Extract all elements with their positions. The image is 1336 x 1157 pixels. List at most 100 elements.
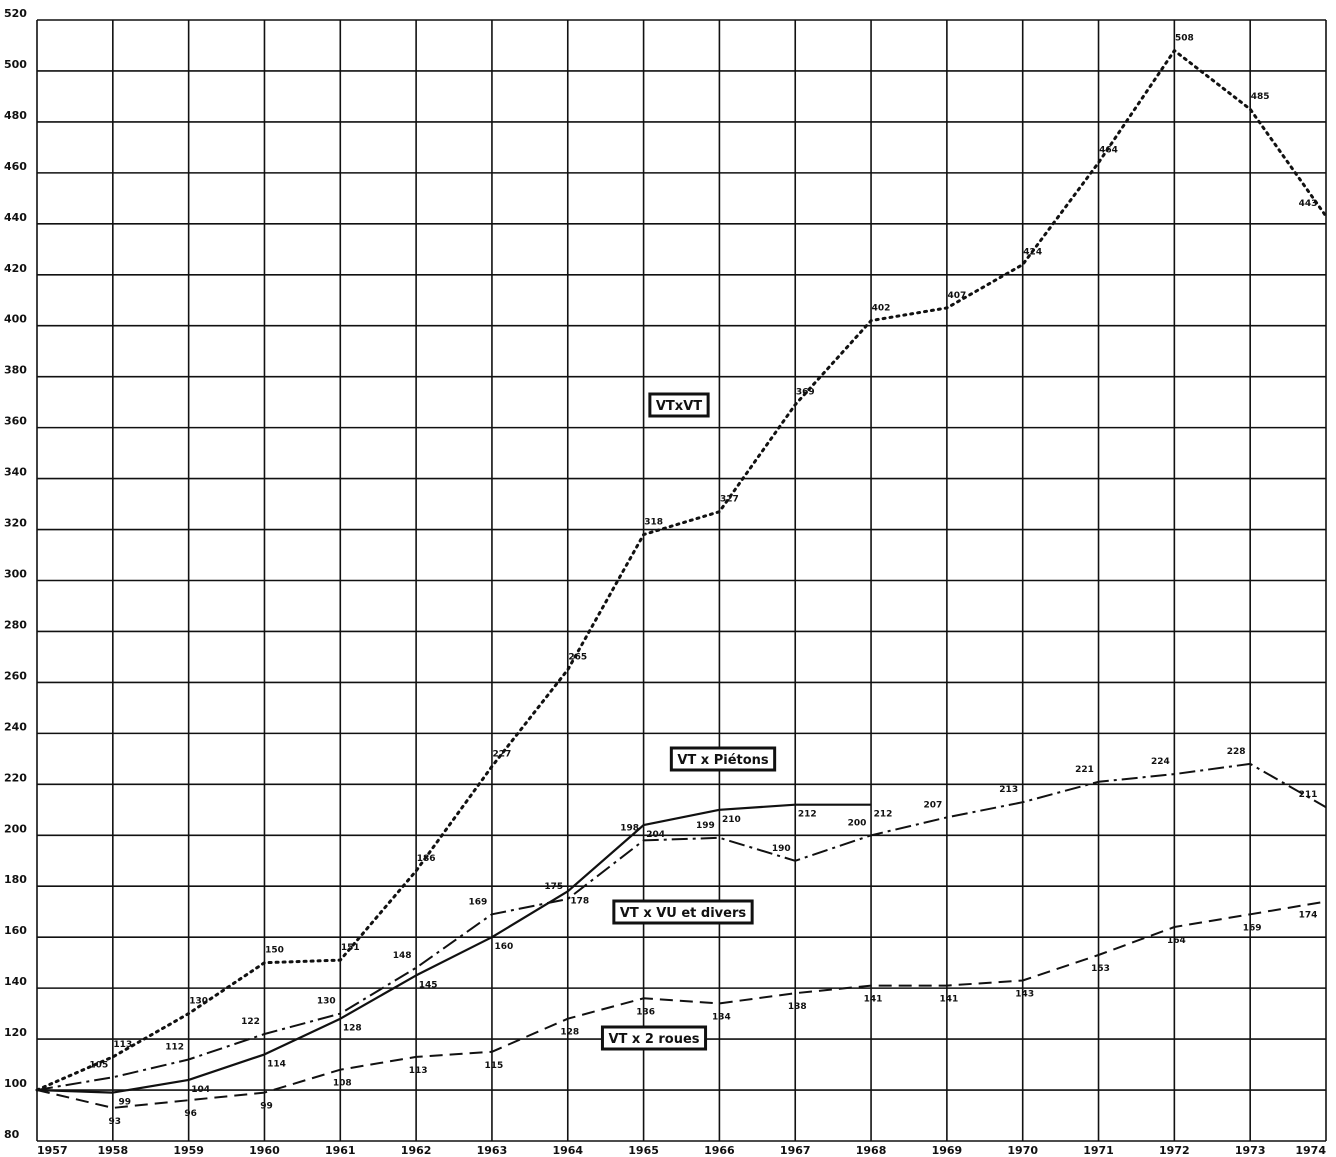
- data-label: 141: [939, 995, 958, 1005]
- data-label: 174: [1299, 911, 1318, 921]
- data-label: 160: [495, 942, 514, 952]
- data-label: 128: [560, 1028, 579, 1038]
- data-label: 186: [417, 854, 436, 864]
- y-tick-label: 140: [4, 975, 27, 988]
- x-tick-label: 1963: [477, 1144, 508, 1157]
- data-label: 207: [923, 800, 942, 810]
- y-tick-label: 200: [4, 822, 27, 835]
- x-tick-label: 1959: [173, 1144, 204, 1157]
- data-labels: 113 130 150 151 186 227 265 318 327 369 402 407 424 4…: [89, 34, 1317, 1127]
- data-label: 369: [796, 388, 815, 398]
- x-tick-label: 1974: [1295, 1144, 1326, 1157]
- data-label: 99: [119, 1098, 132, 1108]
- y-tick-label: 80: [4, 1128, 20, 1141]
- series-name-frame: [669, 746, 777, 772]
- x-tick-label: 1965: [628, 1144, 659, 1157]
- data-label: 213: [999, 785, 1018, 795]
- y-tick-label: 340: [4, 466, 27, 479]
- series-name-frame: [600, 1025, 708, 1051]
- x-tick-label: 1962: [401, 1144, 432, 1157]
- data-label: 143: [1015, 989, 1034, 999]
- y-tick-label: 220: [4, 771, 27, 784]
- data-label: 130: [189, 997, 208, 1007]
- data-label: 122: [241, 1017, 260, 1027]
- series-name-box: VT x Piétons: [669, 746, 777, 772]
- data-label: 134: [712, 1012, 731, 1022]
- data-label: 464: [1099, 146, 1118, 156]
- y-tick-label: 300: [4, 568, 27, 581]
- data-label: 130: [317, 997, 336, 1007]
- x-tick-label: 1973: [1235, 1144, 1266, 1157]
- data-label: 128: [343, 1024, 362, 1034]
- series-line-3: [36, 803, 872, 1094]
- x-tick-label: 1967: [780, 1144, 811, 1157]
- series-line-1: [35, 49, 1328, 1092]
- data-label: 265: [568, 653, 587, 663]
- x-tick-label: 1966: [704, 1144, 735, 1157]
- y-tick-label: 400: [4, 313, 27, 326]
- data-label: 212: [798, 810, 817, 820]
- y-tick-label: 380: [4, 364, 27, 377]
- data-label: 138: [788, 1002, 807, 1012]
- x-tick-label: 1960: [249, 1144, 280, 1157]
- data-label: 169: [469, 897, 488, 907]
- x-tick-label: 1964: [552, 1144, 583, 1157]
- data-label: 200: [848, 818, 867, 828]
- series-name-label: VTxVT: [656, 399, 702, 414]
- data-label: 93: [109, 1117, 122, 1127]
- data-label: 204: [646, 830, 665, 840]
- series-name-label: VT x VU et divers: [620, 906, 747, 921]
- data-label: 104: [191, 1085, 210, 1095]
- data-label: 327: [720, 495, 739, 505]
- series-name-frame: [648, 392, 710, 418]
- data-label: 508: [1175, 34, 1194, 44]
- data-label: 96: [184, 1109, 197, 1119]
- data-label: 113: [409, 1066, 428, 1076]
- series-line-4: [36, 900, 1327, 1109]
- x-tick-label: 1972: [1159, 1144, 1190, 1157]
- y-tick-label: 280: [4, 618, 27, 631]
- data-label: 153: [1091, 964, 1110, 974]
- x-tick-label: 1968: [856, 1144, 887, 1157]
- data-label: 151: [341, 943, 360, 953]
- y-tick-label: 180: [4, 873, 27, 886]
- data-label: 402: [872, 304, 891, 314]
- x-tick-label: 1961: [325, 1144, 356, 1157]
- data-label: 485: [1251, 92, 1270, 102]
- y-tick-label: 240: [4, 720, 27, 733]
- data-label: 164: [1167, 936, 1186, 946]
- y-tick-label: 320: [4, 517, 27, 530]
- y-tick-label: 260: [4, 669, 27, 682]
- y-tick-label: 360: [4, 415, 27, 428]
- data-label: 115: [485, 1061, 504, 1071]
- y-tick-label: 100: [4, 1077, 27, 1090]
- x-tick-label: 1971: [1083, 1144, 1114, 1157]
- data-label: 136: [636, 1007, 655, 1017]
- x-tick-label: 1970: [1007, 1144, 1038, 1157]
- data-label: 407: [947, 291, 966, 301]
- data-label: 199: [696, 821, 715, 831]
- data-label: 190: [772, 844, 791, 854]
- axes: 1957 1958 1959 1960 1961 1962 1963 1964 1965 1966…: [4, 7, 1326, 1157]
- data-label: 175: [544, 882, 563, 892]
- data-label: 112: [165, 1042, 184, 1052]
- data-label: 227: [493, 749, 512, 759]
- data-label: 443: [1299, 199, 1318, 209]
- data-label: 148: [393, 951, 412, 961]
- data-label: 113: [113, 1040, 132, 1050]
- data-label: 108: [333, 1079, 352, 1089]
- data-label: 178: [570, 896, 589, 906]
- series-name-box: VT x VU et divers: [612, 899, 754, 925]
- data-label: 114: [267, 1059, 286, 1069]
- data-label: 105: [89, 1060, 108, 1070]
- y-tick-label: 440: [4, 211, 27, 224]
- series-name-box: VT x 2 roues: [600, 1025, 708, 1051]
- grid: [36, 19, 1327, 1142]
- y-tick-label: 160: [4, 924, 27, 937]
- series-name-label: VT x 2 roues: [608, 1032, 699, 1047]
- data-label: 198: [620, 823, 639, 833]
- y-tick-label: 420: [4, 262, 27, 275]
- series-name-frame: [612, 899, 754, 925]
- data-label: 169: [1243, 923, 1262, 933]
